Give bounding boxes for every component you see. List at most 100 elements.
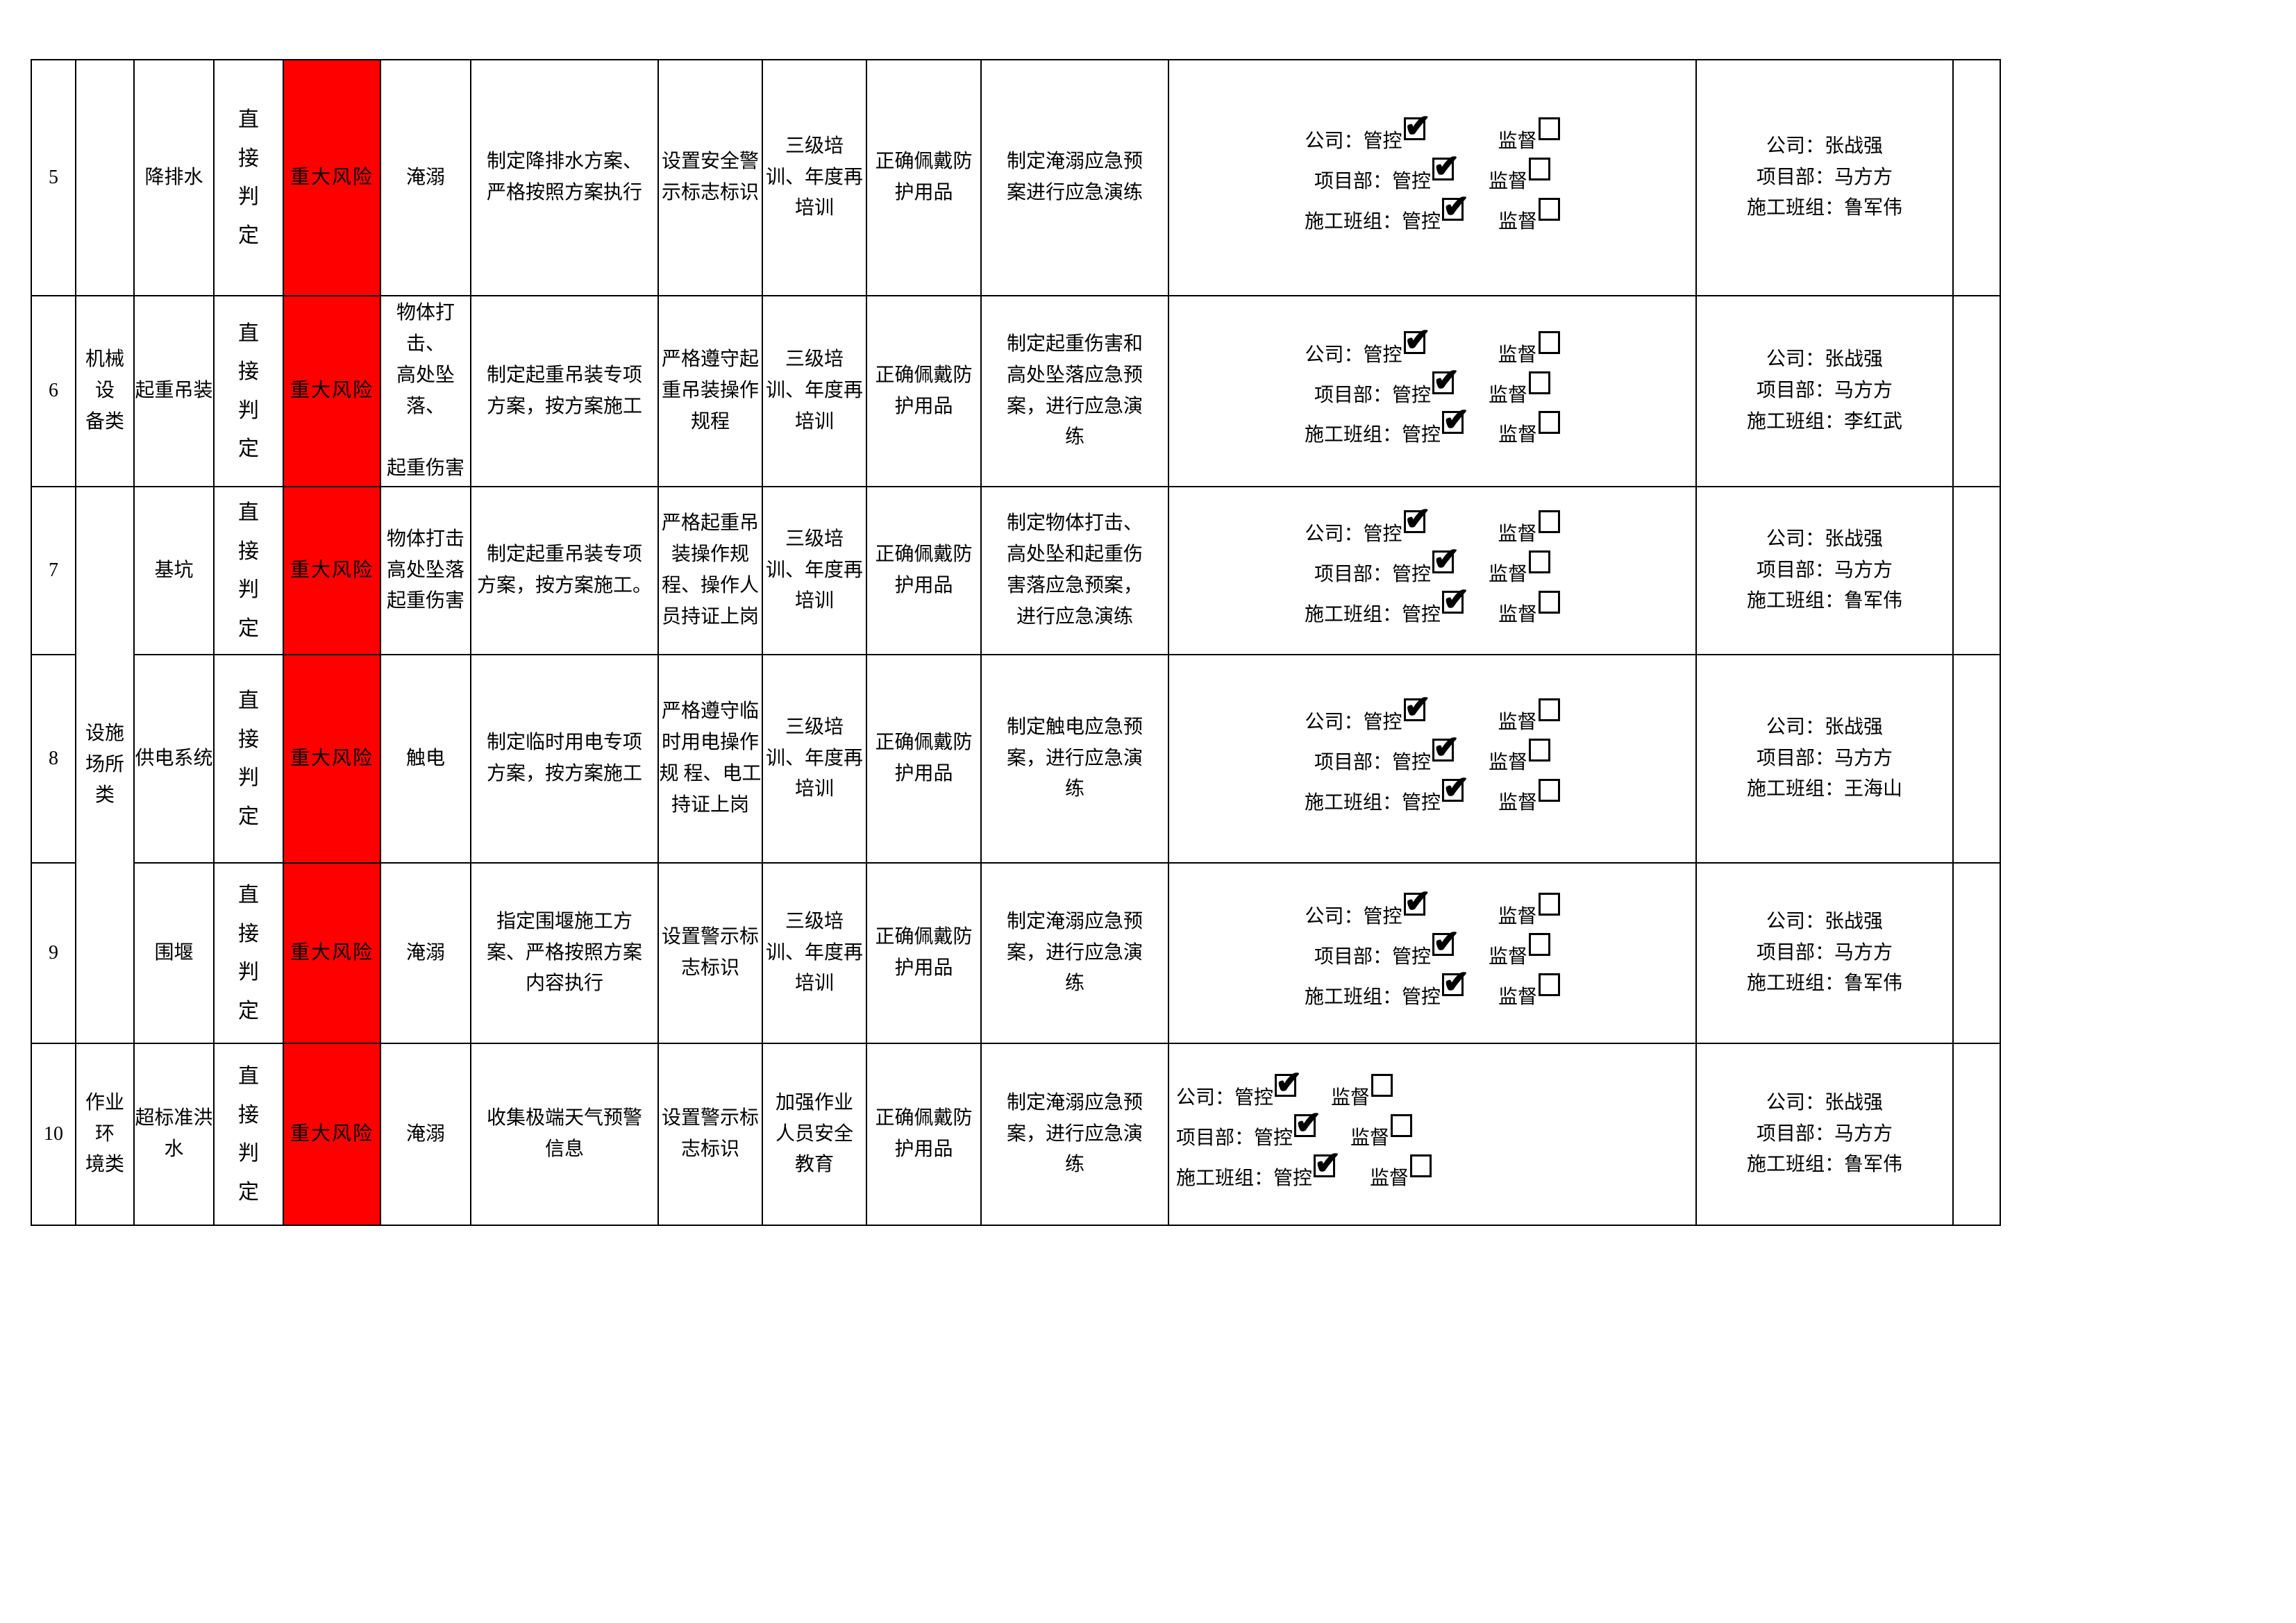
control-label: 公司：管控 bbox=[1305, 906, 1402, 928]
control-label: 公司：管控 bbox=[1305, 131, 1402, 153]
cell-control-level: 公司：管控监督 项目部：管控监督 施工班组：管控监督 bbox=[1168, 486, 1697, 655]
control-label: 施工班组：管控 bbox=[1304, 791, 1441, 814]
checked-checkbox-icon bbox=[1403, 110, 1431, 142]
project-person: 项目部：马方方 bbox=[1756, 941, 1893, 964]
cell-emergency-measure: 制定触电应急预 案，进行应急演 练 bbox=[980, 654, 1169, 864]
supervise-label: 监督 bbox=[1498, 712, 1537, 734]
cell-ppe-measure: 正确佩戴防 护用品 bbox=[866, 654, 982, 864]
judgment-vertical-text: 直 接 判 定 bbox=[238, 501, 259, 640]
cell-management-measure: 严格遵守起 重吊装操作 规程 bbox=[657, 295, 763, 487]
cell-hazard-type: 触电 bbox=[380, 654, 471, 864]
company-person: 公司：张战强 bbox=[1766, 135, 1883, 157]
cell-index: 10 bbox=[31, 1043, 76, 1226]
supervise-label: 监督 bbox=[1489, 171, 1528, 193]
table-row: 7 设施 场所 类 基坑 直 接 判 定 重大风险 物体打击 高处坠落 起重伤害… bbox=[31, 486, 2001, 1044]
supervise-label: 监督 bbox=[1498, 523, 1537, 546]
cell-training-measure: 三级培 训、年度再 培训 bbox=[762, 654, 867, 864]
company-person: 公司：张战强 bbox=[1766, 716, 1883, 738]
cell-emergency-measure: 制定淹溺应急预 案进行应急演练 bbox=[980, 59, 1169, 296]
control-checkbox-group: 公司：管控监督 项目部：管控监督 施工班组：管控监督 bbox=[1170, 110, 1695, 243]
cell-category: 设施 场所 类 bbox=[75, 486, 135, 1044]
company-person: 公司：张战强 bbox=[1766, 1091, 1883, 1113]
judgment-vertical-text: 直 接 判 定 bbox=[238, 689, 259, 828]
cell-item: 超标准洪 水 bbox=[133, 1043, 215, 1226]
control-label: 项目部：管控 bbox=[1176, 1127, 1293, 1150]
supervise-label: 监督 bbox=[1498, 344, 1537, 366]
cell-ppe-measure: 正确佩戴防 护用品 bbox=[866, 1043, 982, 1226]
cell-category: 机械设 备类 bbox=[75, 295, 135, 487]
checked-checkbox-icon bbox=[1442, 404, 1470, 436]
cell-ppe-measure: 正确佩戴防 护用品 bbox=[866, 486, 982, 655]
company-control-line: 公司：管控 监督 bbox=[1176, 110, 1689, 158]
supervise-label: 监督 bbox=[1489, 946, 1528, 968]
cell-risk-level: 重大风险 bbox=[283, 295, 381, 487]
cell-emergency-measure: 制定起重伤害和 高处坠落应急预 案，进行应急演 练 bbox=[980, 295, 1169, 487]
cell-management-measure: 设置警示标 志标识 bbox=[657, 862, 763, 1044]
company-person: 公司：张战强 bbox=[1766, 528, 1883, 550]
crew-person: 施工班组：鲁军伟 bbox=[1746, 973, 1902, 995]
cell-engineering-measure: 制定起重吊装专项 方案，按方案施工 bbox=[470, 295, 659, 487]
unchecked-checkbox-icon bbox=[1371, 1074, 1393, 1098]
cell-emergency-measure: 制定物体打击、 高处坠和起重伤 害落应急预案， 进行应急演练 bbox=[980, 486, 1169, 655]
cell-hazard-type: 物体打击、 高处坠落、 起重伤害 bbox=[380, 295, 471, 487]
cell-item: 降排水 bbox=[133, 59, 215, 296]
cell-index: 5 bbox=[31, 59, 76, 296]
control-label: 施工班组：管控 bbox=[1304, 603, 1441, 625]
checked-checkbox-icon bbox=[1432, 926, 1460, 958]
table-row: 10 作业环 境类 超标准洪 水 直 接 判 定 重大风险 淹溺 收集极端天气预… bbox=[31, 1043, 2001, 1226]
cell-index: 8 bbox=[31, 654, 76, 864]
checked-checkbox-icon bbox=[1403, 503, 1431, 535]
project-person: 项目部：马方方 bbox=[1756, 747, 1893, 769]
cell-training-measure: 三级培 训、年度再 培训 bbox=[762, 486, 867, 655]
cell-ppe-measure: 正确佩戴防 护用品 bbox=[866, 295, 982, 487]
cell-engineering-measure: 制定起重吊装专项 方案，按方案施工。 bbox=[470, 486, 659, 655]
control-label: 施工班组：管控 bbox=[1304, 210, 1441, 233]
supervise-label: 监督 bbox=[1498, 210, 1538, 233]
unchecked-checkbox-icon bbox=[1529, 371, 1551, 394]
crew-control-line: 施工班组：管控 监督 bbox=[1176, 191, 1689, 238]
control-label: 施工班组：管控 bbox=[1176, 1167, 1313, 1189]
supervise-label: 监督 bbox=[1498, 131, 1537, 153]
cell-remark bbox=[1952, 295, 2001, 487]
persons-group: 公司：张战强 项目部：马方方 施工班组：鲁军伟 bbox=[1698, 135, 1952, 219]
cell-engineering-measure: 制定临时用电专项 方案，按方案施工 bbox=[470, 654, 659, 864]
unchecked-checkbox-icon bbox=[1538, 698, 1560, 722]
unchecked-checkbox-icon bbox=[1538, 893, 1560, 916]
crew-person: 施工班组：鲁军伟 bbox=[1746, 590, 1902, 612]
crew-control-line: 施工班组：管控 监督 bbox=[1176, 584, 1689, 631]
supervise-label: 监督 bbox=[1498, 986, 1538, 1008]
crew-person: 施工班组：鲁军伟 bbox=[1746, 197, 1902, 219]
cell-responsible-persons: 公司：张战强 项目部：马方方 施工班组：王海山 bbox=[1695, 654, 1954, 864]
control-checkbox-group: 公司：管控监督 项目部：管控监督 施工班组：管控 监督 bbox=[1170, 1067, 1695, 1200]
crew-control-line: 施工班组：管控 监督 bbox=[1176, 966, 1689, 1014]
cell-judgment-method: 直 接 判 定 bbox=[213, 654, 284, 864]
cell-engineering-measure: 指定围堰施工方 案、严格按照方案 内容执行 bbox=[470, 862, 659, 1044]
cell-control-level: 公司：管控监督 项目部：管控监督 施工班组：管控监督 bbox=[1168, 654, 1697, 864]
company-control-line: 公司：管控 监督 bbox=[1176, 1067, 1689, 1114]
project-control-line: 项目部：管控 监督 bbox=[1176, 1107, 1689, 1154]
checked-checkbox-icon bbox=[1403, 886, 1431, 918]
cell-control-level: 公司：管控监督 项目部：管控监督 施工班组：管控监督 bbox=[1168, 59, 1697, 296]
supervise-label: 监督 bbox=[1489, 384, 1528, 406]
unchecked-checkbox-icon bbox=[1539, 778, 1561, 802]
cell-judgment-method: 直 接 判 定 bbox=[213, 1043, 284, 1226]
cell-item: 围堰 bbox=[133, 862, 215, 1044]
control-label: 公司：管控 bbox=[1305, 523, 1402, 546]
project-person: 项目部：马方方 bbox=[1756, 166, 1893, 188]
cell-ppe-measure: 正确佩戴防 护用品 bbox=[866, 59, 982, 296]
cell-item: 供电系统 bbox=[133, 654, 215, 864]
unchecked-checkbox-icon bbox=[1410, 1154, 1432, 1177]
supervise-label: 监督 bbox=[1498, 906, 1537, 928]
unchecked-checkbox-icon bbox=[1539, 411, 1561, 435]
checked-checkbox-icon bbox=[1432, 732, 1460, 764]
checked-checkbox-icon bbox=[1314, 1147, 1341, 1179]
cell-engineering-measure: 制定降排水方案、 严格按照方案执行 bbox=[470, 59, 659, 296]
cell-hazard-type: 淹溺 bbox=[380, 862, 471, 1044]
company-person: 公司：张战强 bbox=[1766, 910, 1883, 932]
persons-group: 公司：张战强 项目部：马方方 施工班组：王海山 bbox=[1698, 716, 1952, 800]
table-row: 6 机械设 备类 起重吊装 直 接 判 定 重大风险 物体打击、 高处坠落、 起… bbox=[31, 295, 2001, 487]
cell-risk-level: 重大风险 bbox=[283, 1043, 381, 1226]
cell-hazard-type: 淹溺 bbox=[380, 1043, 471, 1226]
supervise-label: 监督 bbox=[1370, 1167, 1409, 1189]
control-label: 施工班组：管控 bbox=[1304, 424, 1441, 446]
